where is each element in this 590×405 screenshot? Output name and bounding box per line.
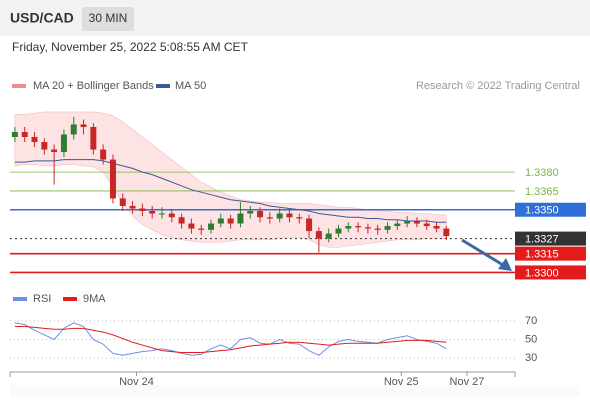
candle-body <box>266 217 273 219</box>
timeframe-badge <box>82 7 134 31</box>
level-box <box>515 231 586 246</box>
candle-body <box>80 124 87 127</box>
candle-body <box>119 198 126 206</box>
candle-body <box>139 208 146 211</box>
level-box <box>515 202 586 217</box>
candle-body <box>217 218 224 224</box>
footer <box>10 385 580 397</box>
candle-body <box>433 226 440 229</box>
candle-body <box>335 228 342 234</box>
level-label: 1.3365 <box>525 186 559 198</box>
candle-body <box>158 213 165 215</box>
candle-body <box>198 228 205 230</box>
candle-body <box>11 131 18 137</box>
candle-body <box>394 223 401 227</box>
forecast-arrow <box>461 238 504 267</box>
candle-body <box>364 227 371 229</box>
candle-body <box>374 228 381 230</box>
candle-body <box>286 213 293 218</box>
forecast-arrowhead <box>498 258 512 271</box>
legend-label: MA 20 + Bollinger Bands <box>33 80 154 92</box>
legend-label: MA 50 <box>175 80 206 92</box>
candle-body <box>345 226 352 229</box>
rsi-line <box>14 326 447 353</box>
candle-body <box>90 126 97 150</box>
legend-swatch <box>12 84 26 88</box>
level-label: 1.3350 <box>525 205 559 217</box>
candle-body <box>208 223 215 230</box>
legend-swatch <box>13 297 27 301</box>
candle-body <box>60 134 67 153</box>
candle-body <box>51 149 58 153</box>
candle-body <box>227 218 234 224</box>
credit: Research © 2022 Trading Central <box>416 80 580 92</box>
candle-body <box>315 231 322 239</box>
x-tick-label: Nov 25 <box>384 376 419 388</box>
candle-body <box>355 226 362 228</box>
candle-body <box>168 213 175 218</box>
candle-body <box>404 221 411 224</box>
candle-body <box>70 124 77 135</box>
candle-body <box>384 226 391 230</box>
level-label: 1.3327 <box>525 233 559 245</box>
level-label: 1.3315 <box>525 249 559 261</box>
candle-body <box>306 218 313 232</box>
candle-body <box>129 205 136 209</box>
candle-body <box>188 223 195 229</box>
plot: MA 20 + Bollinger Bands MA 50 Research © 2… <box>9 80 586 388</box>
candle-body <box>276 213 283 219</box>
level-box <box>515 265 586 280</box>
x-tick-label: Nov 27 <box>450 376 485 388</box>
candle-body <box>325 233 332 239</box>
symbol: USD/CAD <box>10 10 74 26</box>
x-tick-label: Nov 24 <box>119 376 154 388</box>
candle-body <box>21 131 28 137</box>
y-tick-label: 30 <box>525 352 537 364</box>
candle-body <box>178 217 185 224</box>
y-tick-label: 50 <box>525 333 537 345</box>
level-label: 1.3300 <box>525 267 559 279</box>
candle-body <box>443 228 450 237</box>
candle-body <box>247 211 254 214</box>
y-tick-label: 70 <box>525 315 537 327</box>
legend-label: 9MA <box>83 293 106 305</box>
candle-body <box>296 217 303 219</box>
level-label: 1.3380 <box>525 167 559 179</box>
candle-body <box>423 223 430 227</box>
candle-body <box>413 221 420 224</box>
candle-body <box>100 149 107 160</box>
legend-swatch <box>63 297 77 301</box>
candle-body <box>257 211 264 218</box>
legend-swatch <box>156 84 170 88</box>
candle-body <box>109 159 116 199</box>
candle-body <box>237 213 244 224</box>
legend-label: RSI <box>33 293 51 305</box>
timeframe: 30 MIN <box>89 11 128 25</box>
ma50-line <box>14 159 447 223</box>
candle-body <box>149 211 156 214</box>
candle-body <box>31 137 38 143</box>
date: Friday, November 25, 2022 5:08:55 AM CET <box>12 40 249 54</box>
candle-body <box>41 142 48 150</box>
level-box <box>515 246 586 261</box>
